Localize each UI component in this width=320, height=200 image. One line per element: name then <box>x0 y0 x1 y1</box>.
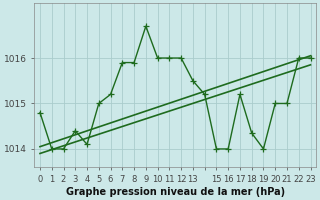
X-axis label: Graphe pression niveau de la mer (hPa): Graphe pression niveau de la mer (hPa) <box>66 187 285 197</box>
